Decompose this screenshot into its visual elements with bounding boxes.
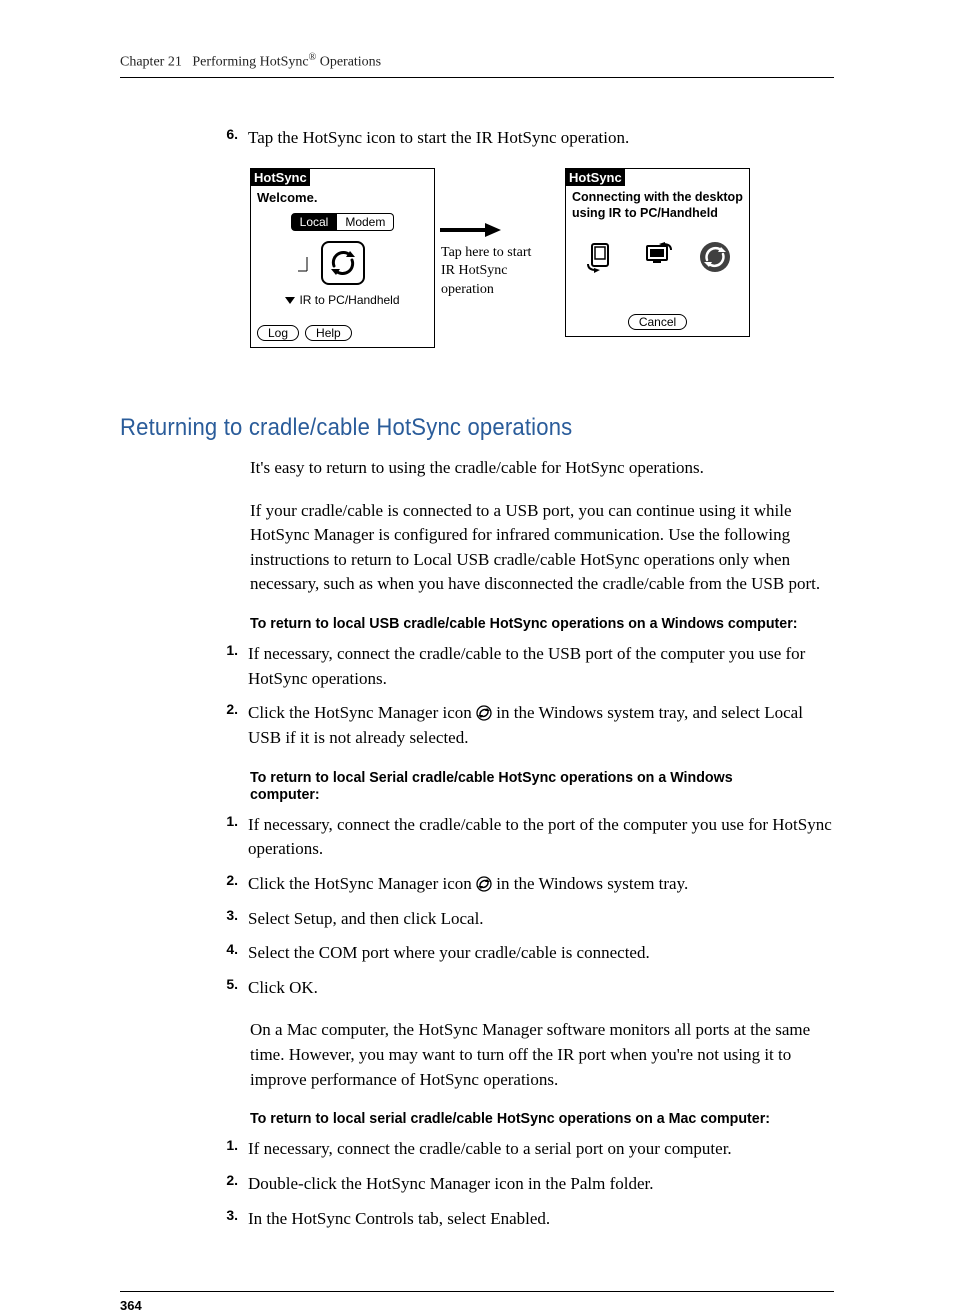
help-button[interactable]: Help bbox=[305, 325, 352, 341]
list-item: 2. Click the HotSync Manager icon in the… bbox=[120, 701, 834, 750]
hotsync-manager-icon bbox=[476, 705, 492, 721]
status-line1: Connecting with the desktop bbox=[572, 190, 743, 204]
step-number: 2. bbox=[220, 1172, 238, 1188]
ordered-list: 1. If necessary, connect the cradle/cabl… bbox=[120, 813, 834, 1001]
running-header: Chapter 21 Performing HotSync® Operation… bbox=[0, 52, 954, 77]
list-item: 2. Double-click the HotSync Manager icon… bbox=[120, 1172, 834, 1197]
step-number: 1. bbox=[220, 813, 238, 829]
cancel-button[interactable]: Cancel bbox=[628, 314, 687, 330]
step-6: 6. Tap the HotSync icon to start the IR … bbox=[120, 126, 834, 151]
list-item: 1. If necessary, connect the cradle/cabl… bbox=[120, 642, 834, 691]
log-button[interactable]: Log bbox=[257, 325, 299, 341]
palm-screen-connecting: HotSync Connecting with the desktop usin… bbox=[565, 168, 750, 336]
step-number: 3. bbox=[220, 907, 238, 923]
step-number: 6. bbox=[220, 126, 238, 142]
list-item: 1. If necessary, connect the cradle/cabl… bbox=[120, 813, 834, 862]
step-text: Select the COM port where your cradle/ca… bbox=[248, 941, 834, 966]
arrow-icon bbox=[435, 220, 555, 240]
dropdown-label: IR to PC/Handheld bbox=[299, 293, 399, 307]
step-text: Click the HotSync Manager icon in the Wi… bbox=[248, 872, 834, 897]
tab-local[interactable]: Local bbox=[291, 213, 338, 231]
footer-rule bbox=[120, 1291, 834, 1292]
callout-line1: Tap here to start bbox=[441, 245, 531, 260]
subheading-usb-windows: To return to local USB cradle/cable HotS… bbox=[250, 615, 805, 632]
callout: Tap here to start IR HotSync operation bbox=[435, 168, 565, 374]
step-text: If necessary, connect the cradle/cable t… bbox=[248, 813, 834, 862]
hotsync-round-icon bbox=[698, 240, 732, 274]
callout-line3: operation bbox=[441, 282, 494, 297]
step-text: Click the HotSync Manager icon in the Wi… bbox=[248, 701, 834, 750]
connection-dropdown[interactable]: IR to PC/Handheld bbox=[257, 293, 428, 307]
paragraph: It's easy to return to using the cradle/… bbox=[250, 456, 834, 481]
step-number: 1. bbox=[220, 1137, 238, 1153]
tab-row: Local Modem bbox=[257, 213, 428, 231]
page-number: 364 bbox=[120, 1298, 834, 1313]
list-item: 3. Select Setup, and then click Local. bbox=[120, 907, 834, 932]
step-text: Click OK. bbox=[248, 976, 834, 1001]
chapter-title: Performing HotSync bbox=[192, 55, 308, 70]
chapter-title-suffix: Operations bbox=[316, 55, 381, 70]
ordered-list: 1. If necessary, connect the cradle/cabl… bbox=[120, 1137, 834, 1231]
subheading-serial-mac: To return to local serial cradle/cable H… bbox=[250, 1110, 805, 1127]
step-text: Tap the HotSync icon to start the IR Hot… bbox=[248, 126, 834, 151]
list-item: 1. If necessary, connect the cradle/cabl… bbox=[120, 1137, 834, 1162]
step-number: 1. bbox=[220, 642, 238, 658]
paragraph: On a Mac computer, the HotSync Manager s… bbox=[250, 1018, 834, 1092]
hotsync-icon[interactable] bbox=[321, 241, 365, 285]
step-number: 2. bbox=[220, 701, 238, 717]
status-line2: using IR to PC/Handheld bbox=[572, 206, 718, 220]
desktop-icon bbox=[641, 240, 675, 274]
list-item: 2. Click the HotSync Manager icon in the… bbox=[120, 872, 834, 897]
subheading-serial-windows: To return to local Serial cradle/cable H… bbox=[250, 769, 805, 803]
hotsync-manager-icon bbox=[476, 876, 492, 892]
step-number: 5. bbox=[220, 976, 238, 992]
handheld-icon bbox=[584, 240, 618, 274]
hotsync-glyph-icon bbox=[328, 248, 358, 278]
list-item: 3. In the HotSync Controls tab, select E… bbox=[120, 1207, 834, 1232]
step-text: If necessary, connect the cradle/cable t… bbox=[248, 1137, 834, 1162]
tab-modem[interactable]: Modem bbox=[337, 213, 394, 231]
step-text: In the HotSync Controls tab, select Enab… bbox=[248, 1207, 834, 1232]
chapter-label: Chapter 21 bbox=[120, 55, 182, 70]
palm-title: HotSync bbox=[251, 169, 310, 186]
figure: HotSync Welcome. Local Modem bbox=[250, 168, 834, 374]
paragraph: If your cradle/cable is connected to a U… bbox=[250, 499, 834, 598]
step-text: Double-click the HotSync Manager icon in… bbox=[248, 1172, 834, 1197]
step-number: 3. bbox=[220, 1207, 238, 1223]
chevron-down-icon bbox=[285, 297, 295, 304]
section-heading: Returning to cradle/cable HotSync operat… bbox=[120, 414, 777, 442]
header-rule bbox=[120, 77, 834, 78]
ordered-list: 1. If necessary, connect the cradle/cabl… bbox=[120, 642, 834, 751]
step-text: If necessary, connect the cradle/cable t… bbox=[248, 642, 834, 691]
palm-welcome-text: Welcome. bbox=[257, 190, 428, 205]
step-number: 2. bbox=[220, 872, 238, 888]
palm-screen-hotsync: HotSync Welcome. Local Modem bbox=[250, 168, 435, 348]
callout-line2: IR HotSync bbox=[441, 263, 508, 278]
page-footer: 364 bbox=[0, 1291, 954, 1313]
palm-title: HotSync bbox=[566, 169, 625, 186]
list-item: 4. Select the COM port where your cradle… bbox=[120, 941, 834, 966]
list-item: 5. Click OK. bbox=[120, 976, 834, 1001]
status-icons bbox=[572, 240, 743, 274]
tick-line-icon bbox=[298, 257, 308, 327]
step-text: Select Setup, and then click Local. bbox=[248, 907, 834, 932]
step-number: 4. bbox=[220, 941, 238, 957]
